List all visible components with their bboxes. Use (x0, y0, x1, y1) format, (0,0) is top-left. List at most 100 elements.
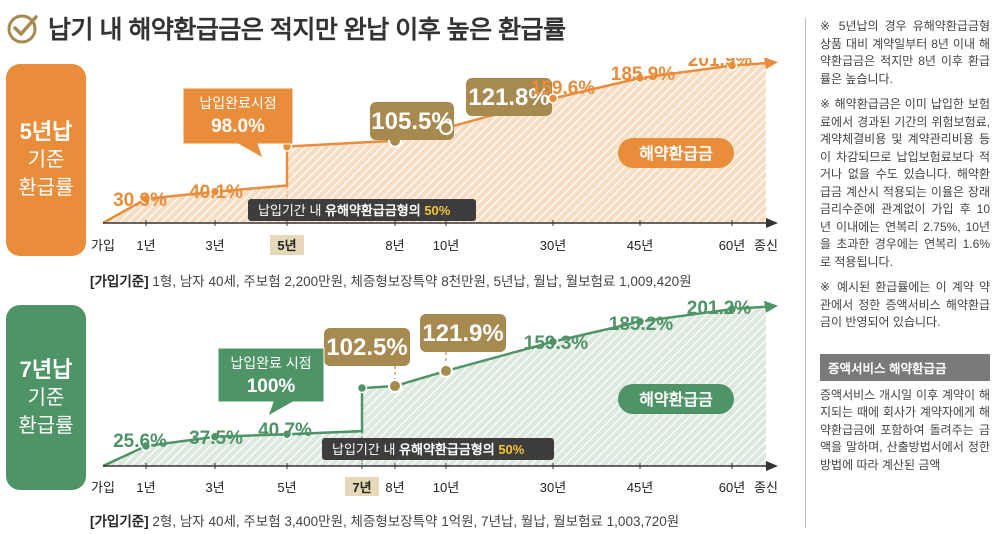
data-label: 201.9% (688, 58, 753, 71)
tick-label: 45년 (627, 238, 653, 253)
data-label-box (420, 314, 506, 352)
data-point (634, 316, 646, 327)
data-point (388, 379, 402, 394)
data-point (547, 93, 559, 104)
tick-label: 1년 (136, 238, 155, 253)
badge-7yr-line3: 환급률 (18, 414, 74, 437)
basis-5yr-label: [가입기준] (90, 274, 149, 289)
side-panel: ※ 5년납의 경우 유해약환급금형 상품 대비 계약일부터 8년 이내 해약환급… (805, 18, 990, 528)
side-heading: 증액서비스 해약환급금 (820, 353, 990, 381)
series-label-pill (618, 384, 734, 414)
data-label: 159.6% (531, 78, 596, 99)
data-point (547, 336, 559, 347)
basis-5yr: [가입기준] 1형, 남자 40세, 주보험 2,200만원, 체증형보장특약 … (90, 270, 692, 290)
chart-7yr: 가입 1년 3년 5년 7년 8년 10년 30년 45년 60년 종신 25.6% 37.5% 40.7… (91, 298, 778, 496)
note-bold: 유해약환급금형의 (325, 203, 424, 218)
data-label: 37.5% (189, 428, 243, 449)
data-point (140, 193, 152, 205)
note-prefix: 납입기간 내 (258, 203, 325, 218)
tick-label: 30년 (540, 480, 566, 495)
callout-line1: 납입완료시점 (199, 95, 276, 111)
badge-7yr-line1: 7년납 (19, 356, 73, 382)
data-label: 30.9% (113, 190, 167, 211)
tick-label: 5년 (277, 238, 296, 253)
tick-label: 1년 (136, 480, 155, 495)
data-label: 201.2% (687, 298, 752, 319)
callout-line2: 100% (247, 376, 296, 397)
note-bold: 유해약환급금형의 (399, 442, 498, 457)
tick-label: 60년 (719, 480, 745, 495)
data-point (726, 60, 738, 71)
note-text: 납입기간 내 유해약환급금형의 50% (332, 442, 525, 457)
callout-box (217, 347, 325, 418)
data-label-box (324, 328, 410, 366)
series-label: 해약환급금 (639, 144, 713, 163)
tick-label: 5년 (277, 480, 296, 495)
tick-highlight (345, 477, 379, 496)
page-title: 납기 내 해약환급금은 적지만 완납 이후 높은 환급률 (48, 16, 566, 44)
data-point (209, 186, 221, 197)
area-fill (103, 306, 766, 466)
tick-label: 45년 (627, 480, 653, 495)
title-bar: 납기 내 해약환급금은 적지만 완납 이후 높은 환급률 (6, 6, 566, 50)
tick-label: 가입 (91, 238, 115, 253)
basis-7yr: [가입기준] 2형, 남자 40세, 주보험 3,400만원, 체증형보장특약 … (90, 510, 679, 530)
data-label: 159.3% (524, 333, 589, 354)
data-label: 25.6% (113, 431, 167, 452)
tick-label: 10년 (433, 480, 459, 495)
data-point (726, 303, 738, 315)
data-label: 121.9% (422, 320, 503, 347)
tick-label: 8년 (385, 480, 404, 495)
series-arrow (764, 300, 778, 313)
tick-label: 60년 (719, 238, 745, 253)
data-label: 40.7% (258, 420, 312, 441)
series-line (102, 305, 767, 468)
tick-label: 3년 (205, 480, 224, 495)
basis-7yr-label: [가입기준] (90, 514, 149, 529)
tick-label: 종신 (754, 480, 778, 495)
tick-highlight (270, 235, 304, 255)
note-text: 납입기간 내 유해약환급금형의 50% (258, 203, 451, 218)
area-fill (103, 63, 766, 223)
data-point (140, 440, 152, 452)
check-circle-icon (7, 14, 38, 44)
data-point (634, 72, 646, 84)
data-label: 185.9% (611, 64, 676, 85)
data-point (439, 363, 453, 378)
series-label: 해약환급금 (639, 390, 713, 409)
data-point (281, 429, 293, 440)
note-bar (322, 438, 554, 460)
side-note-1: ※ 5년납의 경우 유해약환급금형 상품 대비 계약일부터 8년 이내 해약환급… (820, 19, 990, 86)
badge-7yr: 7년납 기준 환급률 (6, 305, 86, 490)
note-accent: 50% (498, 442, 524, 457)
badge-7yr-line2: 기준 (27, 386, 65, 409)
note-bar (248, 199, 476, 221)
x-axis-arrow (766, 461, 778, 471)
note-accent: 50% (424, 203, 450, 218)
note-prefix: 납입기간 내 (332, 442, 399, 457)
basis-7yr-text: 2형, 남자 40세, 주보험 3,400만원, 체증형보장특약 1억원, 7년… (148, 514, 680, 529)
series-arrow (764, 58, 778, 70)
badge-5yr-line1: 5년납 (19, 119, 73, 144)
badge-5yr-line3: 환급률 (18, 177, 74, 199)
tick-label: 3년 (205, 238, 224, 253)
chart-5yr: 가입 1년 3년 5년 8년 10년 30년 45년 60년 종신 30.9% 40.1% 105.5%… (91, 58, 778, 255)
data-label: 105.5% (371, 108, 452, 135)
callout-line2: 98.0% (211, 116, 265, 137)
basis-5yr-text: 1형, 남자 40세, 주보험 2,200만원, 체증형보장특약 8천만원, 5… (148, 274, 692, 289)
side-note-2: ※ 해약환급금은 이미 납입한 보험료에서 경과된 기간의 위험보험료, 계약체… (820, 97, 990, 269)
data-label: 121.8% (468, 84, 549, 111)
badge-5yr: 5년납 기준 환급률 (6, 64, 86, 256)
callout-line1: 납입완료 시점 (230, 355, 311, 371)
tick-label: 10년 (433, 238, 459, 253)
tick-label: 7년 (352, 480, 371, 495)
data-label: 185.2% (609, 314, 674, 335)
data-label: 40.1% (189, 182, 243, 203)
side-note-3: ※ 예시된 환급률에는 이 계약 약관에서 정한 증액서비스 해약환급금이 반영… (820, 280, 990, 329)
tick-label: 30년 (540, 238, 566, 253)
data-label-box (370, 102, 454, 140)
data-point (209, 431, 221, 442)
data-point (356, 382, 368, 394)
callout-box (182, 87, 294, 160)
data-point (439, 120, 453, 135)
